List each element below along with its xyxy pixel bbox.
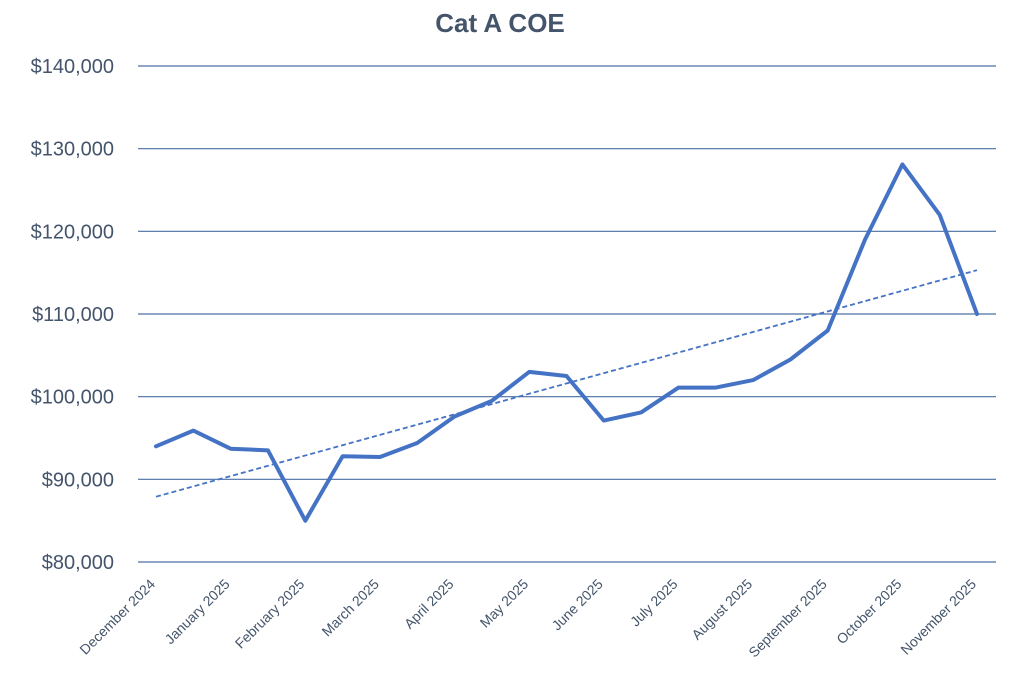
chart-title: Cat A COE [435,8,565,38]
y-tick-label: $80,000 [42,552,114,574]
series-line [154,162,979,523]
x-tick-label: July 2025 [627,576,681,630]
y-tick-label: $130,000 [31,139,114,161]
trendline [155,269,978,498]
x-tick-label: March 2025 [318,576,382,640]
y-tick-label: $100,000 [31,387,114,409]
x-tick-label: May 2025 [477,576,532,631]
x-tick-label: December 2024 [76,576,158,658]
x-tick-label: April 2025 [401,576,457,632]
x-tick-label: September 2025 [745,576,830,661]
x-tick-label: January 2025 [161,576,232,647]
x-tick-label: August 2025 [688,576,755,643]
x-tick-label: November 2025 [897,576,979,658]
x-tick-label: October 2025 [833,576,904,647]
y-tick-label: $90,000 [42,469,114,491]
y-tick-label: $120,000 [31,221,114,243]
x-tick-label: February 2025 [232,576,308,652]
x-tick-label: June 2025 [548,576,606,634]
y-tick-label: $110,000 [32,304,114,326]
y-tick-label: $140,000 [31,56,114,78]
